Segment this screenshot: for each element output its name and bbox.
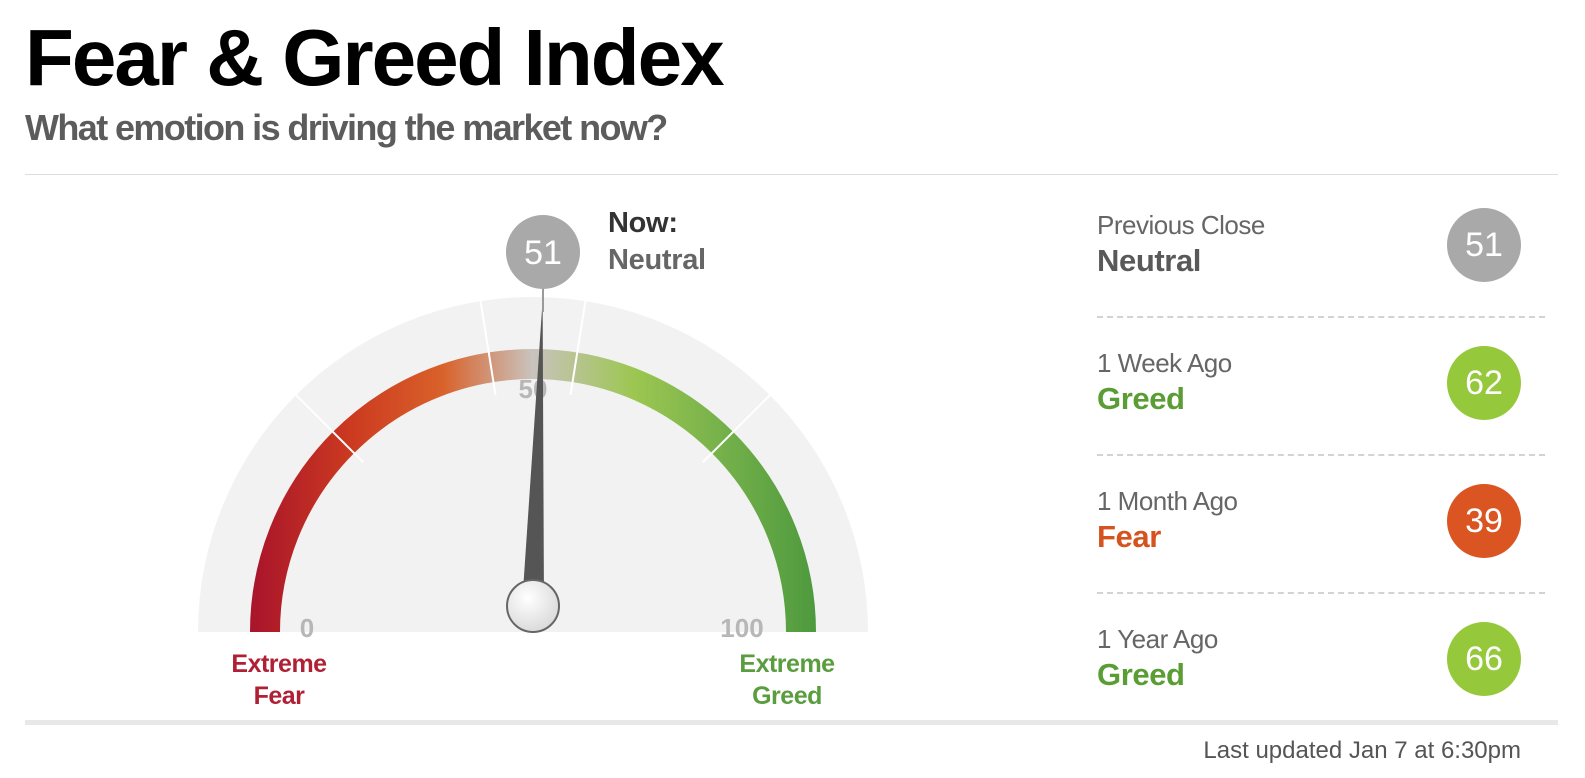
gauge-tick-min: 0 <box>300 613 314 643</box>
history-label: 1 Week Ago <box>1097 348 1232 378</box>
history-score-badge: 51 <box>1447 208 1521 282</box>
extreme-fear-label-line1: Extreme <box>231 650 327 678</box>
gauge-segment-separators <box>295 300 771 464</box>
gauge-separator-25 <box>295 394 365 464</box>
history-score-badge: 66 <box>1447 622 1521 696</box>
fear-greed-gauge: 0 50 100 Extreme Fear Extreme Greed 51 <box>198 215 868 710</box>
history-label: 1 Month Ago <box>1097 486 1238 516</box>
current-score-value: 51 <box>524 234 562 272</box>
extreme-fear-label-line2: Fear <box>254 682 306 710</box>
gauge-pivot <box>506 579 560 633</box>
historical-values: Previous Close Neutral 51 1 Week Ago Gre… <box>1097 180 1545 730</box>
extreme-greed-label-line2: Greed <box>752 682 822 710</box>
history-score-badge: 62 <box>1447 346 1521 420</box>
gauge-tick-max: 100 <box>720 613 763 643</box>
gauge-separator-55 <box>569 300 587 396</box>
current-score-bubble <box>506 215 580 289</box>
history-row-previous-close: Previous Close Neutral 51 <box>1097 180 1545 316</box>
history-row-1-week-ago: 1 Week Ago Greed 62 <box>1097 316 1545 454</box>
history-rating: Neutral <box>1097 243 1202 278</box>
now-rating: Neutral <box>608 244 706 276</box>
history-score-badge: 39 <box>1447 484 1521 558</box>
last-updated-timestamp: Last updated Jan 7 at 6:30pm <box>1203 737 1521 764</box>
history-label: Previous Close <box>1097 210 1265 240</box>
history-rating: Greed <box>1097 381 1185 416</box>
gauge-color-arc <box>250 349 816 633</box>
history-label: 1 Year Ago <box>1097 624 1218 654</box>
gauge-tick-mid: 50 <box>519 374 548 404</box>
history-row-1-year-ago: 1 Year Ago Greed 66 <box>1097 592 1545 730</box>
extreme-greed-label-line1: Extreme <box>739 650 835 678</box>
footer-divider <box>25 720 1558 725</box>
header-divider <box>25 174 1558 175</box>
now-label: Now: <box>608 207 678 239</box>
history-row-1-month-ago: 1 Month Ago Fear 39 <box>1097 454 1545 592</box>
gauge-separator-75 <box>701 394 771 464</box>
history-rating: Greed <box>1097 657 1185 692</box>
gauge-separator-45 <box>479 300 497 396</box>
history-rating: Fear <box>1097 519 1161 554</box>
gauge-needle <box>522 300 544 607</box>
page-title: Fear & Greed Index <box>25 13 725 102</box>
page-subtitle: What emotion is driving the market now? <box>25 107 668 148</box>
